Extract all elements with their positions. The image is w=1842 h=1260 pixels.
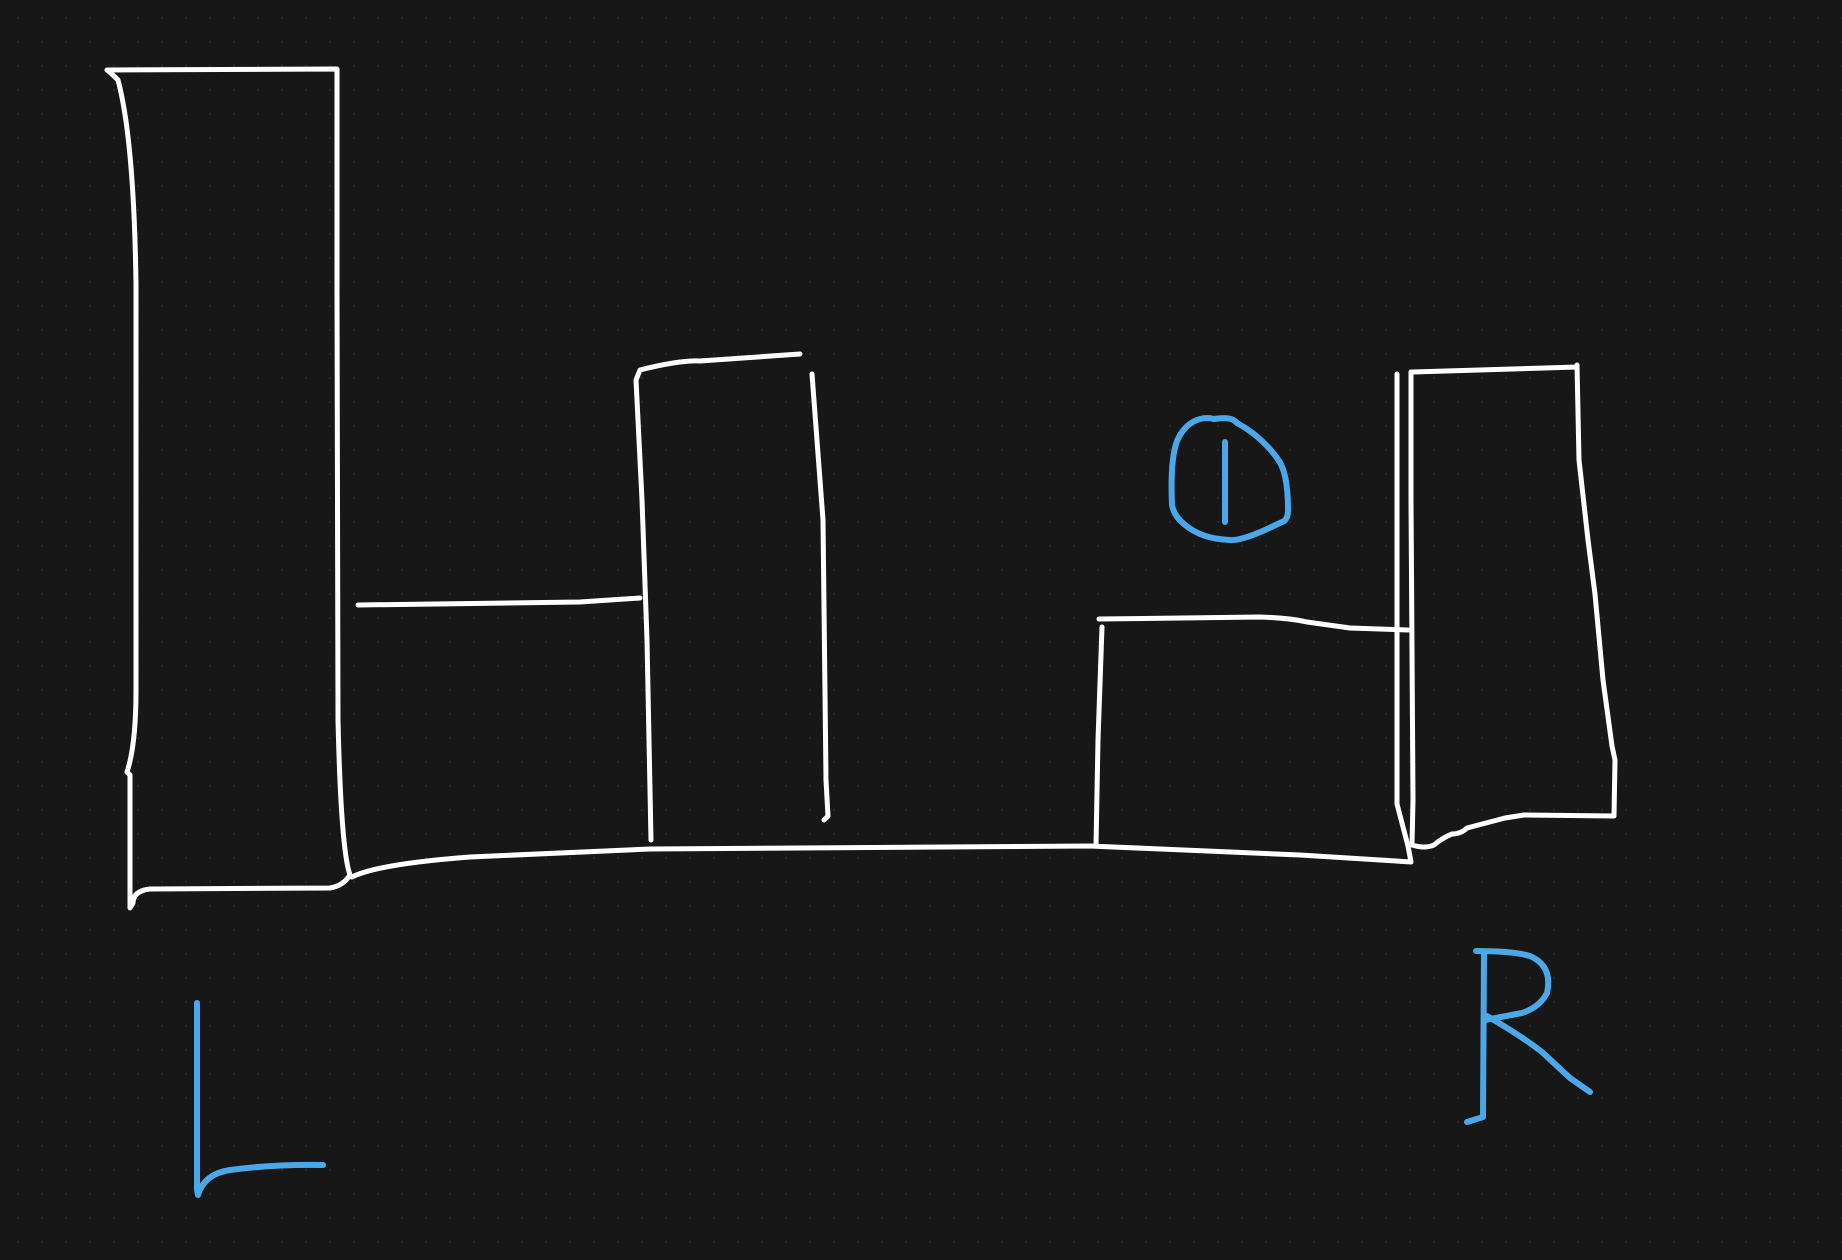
pointer-right-leg [1484,1013,1593,1095]
bar-middle-left [633,351,803,843]
pointer-right-bowl [1473,948,1552,1023]
bar-step-left [355,595,643,608]
bar-low-right-top [1096,614,1411,633]
baseline-ground [349,371,1414,880]
trapped-water-circle [1168,415,1291,544]
bar-tall-right [1408,362,1618,850]
pointer-right-glyph [1464,951,1487,1125]
bar-low-right [1093,624,1105,848]
bar-middle-left-right-side [809,371,831,823]
annotations: L R 1 [194,415,1593,1198]
elevation-bars [104,66,1618,911]
pointer-left-glyph [194,1000,326,1198]
bar-tall-left [104,66,353,911]
